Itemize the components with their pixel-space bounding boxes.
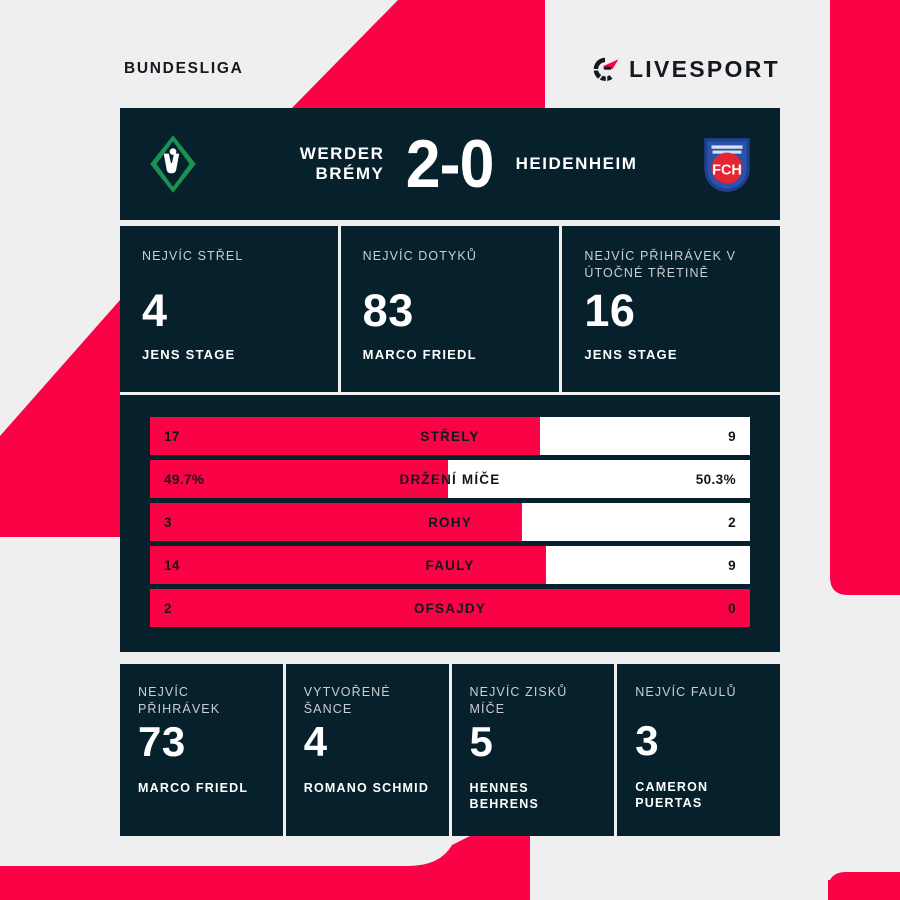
stat-bar-away-value: 2 (728, 514, 736, 530)
livesport-logo-icon (593, 57, 619, 82)
card-player: MARCO FRIEDL (138, 781, 249, 795)
card-label: NEJVÍC STŘEL (142, 249, 244, 263)
werder-bremen-crest-icon (150, 135, 196, 193)
stat-bar-home-value: 2 (164, 600, 172, 616)
card-player: ROMANO SCHMID (303, 781, 430, 795)
stat-bar-away-value: 9 (728, 428, 736, 444)
top-stat-cards: NEJVÍC STŘEL 4 JENS STAGE NEJVÍC DOTYKŮ … (120, 226, 781, 392)
stat-bar-fill (150, 417, 540, 455)
card-value: 5 (469, 718, 494, 765)
stat-bar-home-value: 3 (164, 514, 172, 530)
match-stats-bars: 17 STŘELY 9 49.7% DRŽENÍ MÍČE 50.3% 3 RO… (120, 395, 780, 652)
livesport-logo: LIVESPORT (590, 54, 780, 84)
stat-bar-fill (150, 589, 750, 627)
card-player: MARCO FRIEDL (362, 347, 477, 362)
card-value: 3 (635, 717, 660, 764)
stat-card: NEJVÍC ZISKŮ MÍČE 5 HENNES BEHRENS (451, 664, 615, 836)
home-team-name: WERDER BRÉMY (299, 144, 385, 183)
stat-card: NEJVÍC DOTYKŮ 83 MARCO FRIEDL (340, 226, 560, 392)
card-label: NEJVÍC PŘIHRÁVEK (138, 685, 221, 716)
livesport-wordmark: LIVESPORT (628, 55, 780, 82)
stat-bar-label: FAULY (425, 557, 475, 573)
stat-bar-fill (150, 460, 449, 498)
league-name: BUNDESLIGA (124, 60, 244, 77)
card-player: JENS STAGE (142, 347, 236, 362)
card-label: NEJVÍC DOTYKŮ (362, 249, 477, 263)
stat-bar-label: DRŽENÍ MÍČE (399, 471, 501, 487)
card-value: 4 (142, 285, 168, 336)
card-value: 16 (584, 285, 636, 336)
bottom-stat-cards: NEJVÍC PŘIHRÁVEK 73 MARCO FRIEDL VYTVOŘE… (120, 664, 780, 836)
card-label: NEJVÍC FAULŮ (635, 685, 737, 699)
stat-card: VYTVOŘENÉ ŠANCE 4 ROMANO SCHMID (285, 664, 449, 836)
stat-bar-fill (150, 546, 546, 584)
stat-bar-away-value: 9 (728, 557, 736, 573)
stat-card: NEJVÍC PŘIHRÁVEK 73 MARCO FRIEDL (120, 664, 283, 836)
stat-bar-row: 14 FAULY 9 (150, 546, 750, 584)
stat-bar-away-value: 50.3% (695, 471, 736, 487)
stat-bar-home-value: 49.7% (164, 471, 205, 487)
card-label: NEJVÍC PŘIHRÁVEK V ÚTOČNÉ TŘETINĚ (584, 249, 737, 280)
stat-card: NEJVÍC PŘIHRÁVEK V ÚTOČNÉ TŘETINĚ 16 JEN… (562, 226, 781, 392)
stat-bar-away-value: 0 (728, 600, 736, 616)
stat-bar-label: ROHY (428, 514, 472, 530)
heidenheim-crest-icon: FCH (704, 138, 750, 192)
stat-bar-label: STŘELY (420, 428, 480, 444)
card-label: VYTVOŘENÉ ŠANCE (303, 685, 391, 716)
card-player: JENS STAGE (584, 347, 678, 362)
top-bar: BUNDESLIGA LIVESPORT (0, 0, 900, 100)
stat-card: NEJVÍC STŘEL 4 JENS STAGE (120, 226, 338, 392)
card-player: HENNES BEHRENS (469, 781, 540, 811)
card-value: 83 (362, 285, 414, 336)
card-value: 4 (303, 718, 328, 765)
card-player: CAMERON PUERTAS (635, 780, 709, 810)
stat-card: NEJVÍC FAULŮ 3 CAMERON PUERTAS (617, 664, 780, 836)
stat-bar-home-value: 17 (164, 428, 180, 444)
stat-bar-home-value: 14 (164, 557, 180, 573)
stat-bar-row: 17 STŘELY 9 (150, 417, 750, 455)
stat-bar-row: 3 ROHY 2 (150, 503, 750, 541)
card-label: NEJVÍC ZISKŮ MÍČE (469, 685, 568, 716)
match-score: 2-0 (406, 126, 495, 202)
stat-bar-label: OFSAJDY (413, 600, 487, 616)
away-team-name: HEIDENHEIM (515, 154, 638, 173)
scoreline-header: WERDER BRÉMY 2-0 HEIDENHEIM FCH (120, 108, 780, 220)
card-value: 73 (138, 718, 186, 765)
stat-bar-fill (150, 503, 522, 541)
svg-text:FCH: FCH (712, 162, 742, 178)
stat-bar-row: 2 OFSAJDY 0 (150, 589, 750, 627)
stat-bar-row: 49.7% DRŽENÍ MÍČE 50.3% (150, 460, 750, 498)
